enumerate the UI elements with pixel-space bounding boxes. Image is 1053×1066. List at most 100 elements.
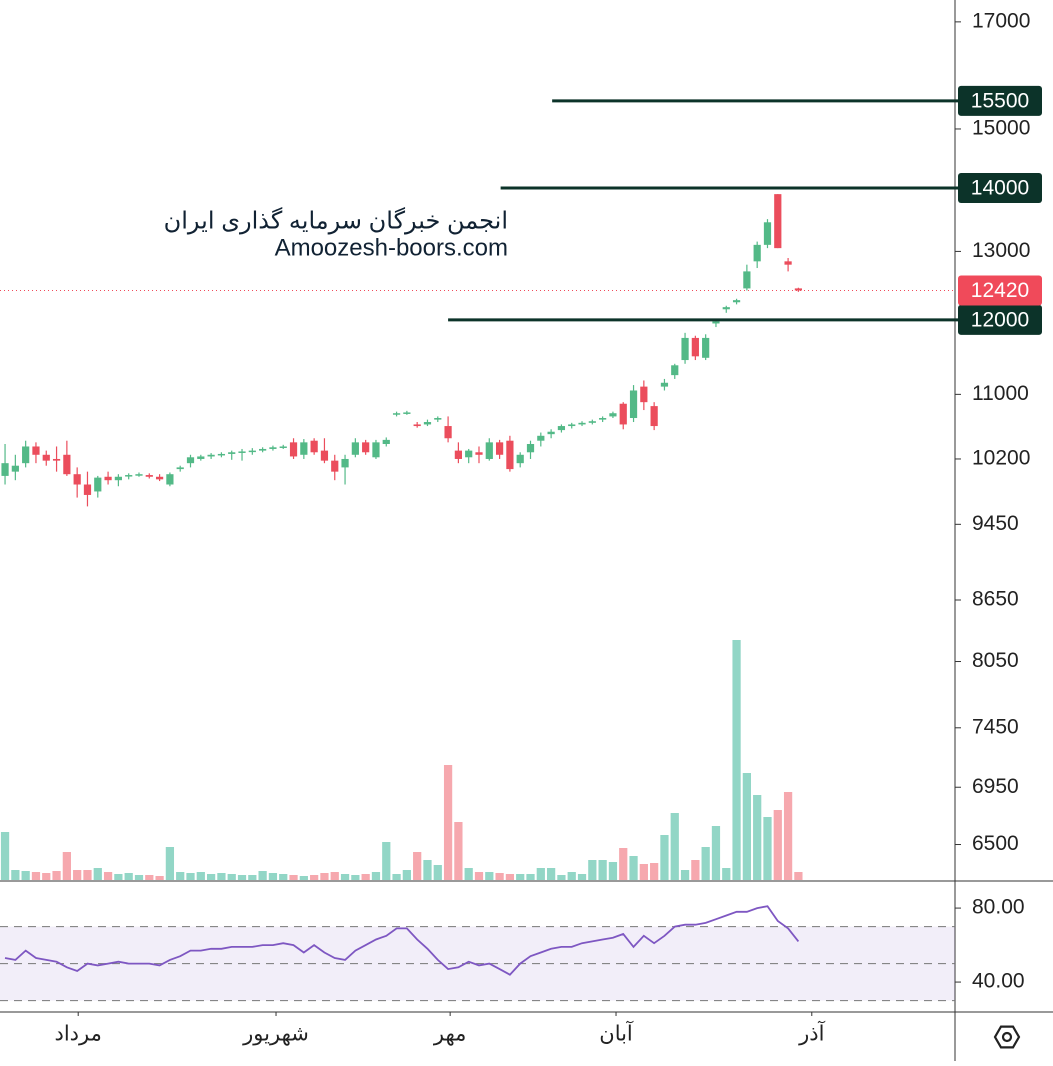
- volume-bar: [31, 872, 41, 880]
- watermark: Amoozesh-boors.com: [275, 234, 508, 261]
- level-label: 12000: [971, 308, 1029, 331]
- candle-body: [588, 421, 596, 423]
- y-tick-label: 17000: [972, 9, 1030, 32]
- candle-body: [248, 450, 256, 453]
- y-tick-label: 9450: [972, 512, 1019, 535]
- volume-bar: [73, 870, 82, 880]
- volume-bar: [680, 870, 690, 880]
- volume-bar: [588, 860, 597, 880]
- volume-bar: [763, 817, 772, 880]
- candle-body: [619, 403, 627, 425]
- y-tick-label: 8650: [972, 588, 1019, 611]
- volume-bar: [258, 871, 267, 880]
- volume-bar: [732, 640, 741, 880]
- volume-bar: [310, 875, 319, 880]
- volume-bar: [577, 874, 587, 880]
- volume-bar: [546, 868, 556, 880]
- candle-body: [125, 475, 133, 477]
- volume-bar: [330, 872, 339, 880]
- candle-body: [372, 442, 380, 458]
- volume-bar: [227, 874, 236, 880]
- volume-bar: [217, 873, 226, 880]
- x-tick-label: شهریور: [242, 1023, 309, 1046]
- y-tick-label: 11000: [972, 382, 1029, 405]
- volume-bar: [660, 835, 669, 880]
- volume-bar: [248, 875, 257, 880]
- candle-body: [671, 365, 679, 376]
- y-tick-label: 80.00: [972, 896, 1025, 919]
- candle-body: [331, 460, 339, 472]
- level-label-box: [958, 304, 1042, 335]
- volume-bar: [495, 873, 504, 880]
- candle-body: [516, 454, 524, 464]
- volume-bar: [340, 874, 350, 880]
- volume-bar: [691, 860, 700, 880]
- volume-bar: [526, 874, 535, 880]
- candle-body: [176, 467, 184, 470]
- candle-body: [547, 431, 555, 435]
- volume-bar: [413, 852, 422, 880]
- volume-bar: [196, 872, 205, 880]
- candle-body: [11, 465, 19, 472]
- settings-icon[interactable]: [993, 1025, 1021, 1049]
- volume-bar: [650, 863, 659, 880]
- candle-body: [197, 456, 205, 459]
- candle-body: [238, 451, 246, 453]
- candle-body: [207, 454, 215, 457]
- volume-bar: [454, 822, 463, 880]
- candle-body: [537, 435, 545, 441]
- volume-bar: [783, 792, 793, 880]
- candle-body: [155, 476, 164, 480]
- volume-bar: [505, 874, 515, 880]
- y-tick-label: 6500: [972, 832, 1019, 855]
- y-tick-label: 7450: [972, 715, 1019, 738]
- candle-body: [300, 442, 308, 455]
- volume-bar: [165, 847, 175, 880]
- candle-body: [22, 446, 30, 464]
- volume-bar: [83, 870, 92, 880]
- candle-body: [114, 476, 122, 481]
- y-tick-label: 13000: [972, 239, 1030, 262]
- candle-body: [660, 382, 669, 387]
- candle-body: [423, 422, 432, 425]
- volume-bar: [176, 872, 185, 880]
- volume-bar: [722, 868, 731, 880]
- volume-bar: [608, 862, 618, 880]
- volume-bar: [423, 860, 432, 880]
- volume-bar: [443, 765, 453, 880]
- volume-bar: [753, 795, 762, 880]
- volume-bar: [371, 872, 381, 880]
- candle-body: [712, 321, 720, 324]
- candle-body: [763, 222, 772, 245]
- candle-body: [444, 426, 452, 439]
- candle-body: [403, 412, 411, 414]
- volume-bar: [598, 860, 607, 880]
- candle-body: [681, 337, 689, 361]
- level-label-box: [958, 172, 1042, 203]
- candle-body: [217, 453, 226, 456]
- candle-body: [434, 418, 442, 420]
- y-tick-label: 8050: [972, 649, 1019, 672]
- candle-body: [650, 406, 658, 427]
- candle-body: [722, 307, 730, 310]
- volume-bar: [773, 810, 782, 880]
- volume-bar: [299, 876, 308, 880]
- volume-bar: [711, 826, 721, 880]
- candle-body: [413, 424, 421, 427]
- level-label: 15500: [971, 89, 1029, 112]
- candle-body: [269, 447, 277, 449]
- candle-body: [691, 337, 699, 357]
- volume-bar: [320, 873, 329, 880]
- volume-bar: [93, 868, 102, 880]
- y-tick-label: 15000: [972, 117, 1030, 140]
- candle-body: [578, 422, 586, 425]
- y-tick-label: 10200: [972, 447, 1030, 470]
- volume-bar: [124, 873, 133, 880]
- volume-bar: [206, 874, 216, 880]
- volume-bar: [639, 864, 648, 880]
- volume-bar: [62, 852, 71, 880]
- candle-body: [135, 474, 143, 476]
- volume-bar: [361, 874, 370, 880]
